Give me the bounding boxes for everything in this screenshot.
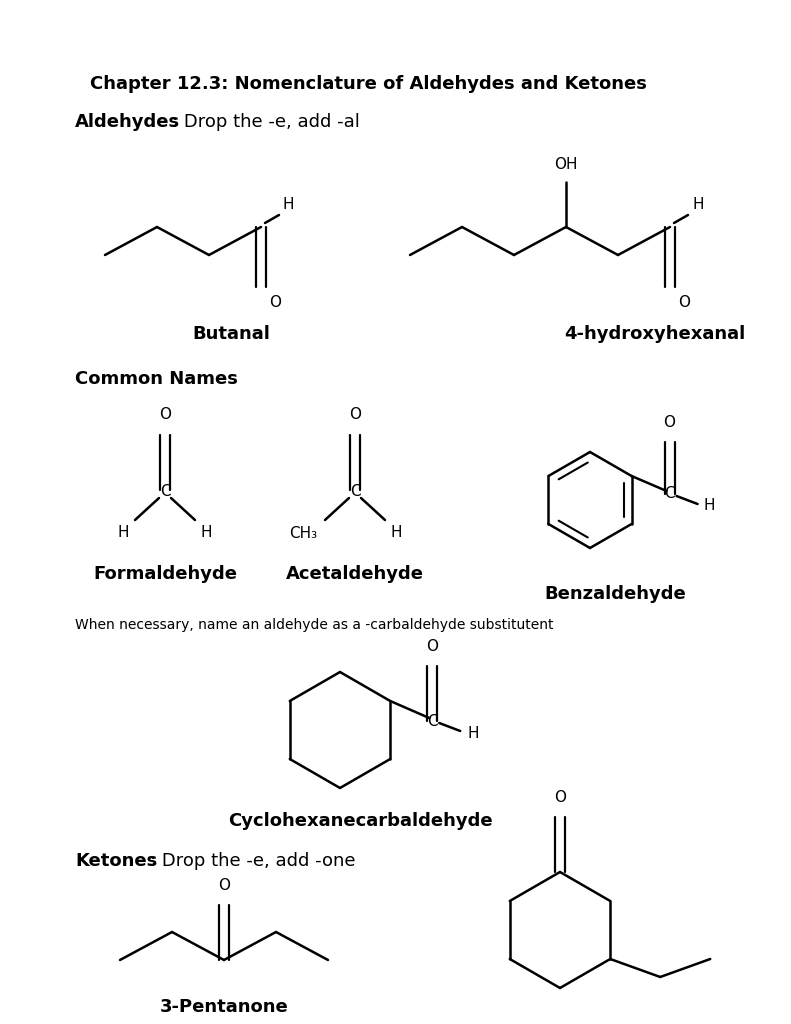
Text: C: C [350,484,361,500]
Text: H: H [467,725,479,740]
Text: Butanal: Butanal [192,325,270,343]
Text: C: C [427,714,437,728]
Text: When necessary, name an aldehyde as a -carbaldehyde substitutent: When necessary, name an aldehyde as a -c… [75,618,554,632]
Text: O: O [269,295,281,310]
Text: H: H [703,499,715,513]
Text: O: O [678,295,690,310]
Text: H: H [118,525,129,540]
Text: Acetaldehyde: Acetaldehyde [286,565,424,583]
Text: O: O [426,639,438,654]
Text: : Drop the -e, add -one: : Drop the -e, add -one [150,852,355,870]
Text: Aldehydes: Aldehydes [75,113,180,131]
Text: CH₃: CH₃ [289,526,317,541]
Text: Common Names: Common Names [75,370,238,388]
Text: O: O [349,407,361,422]
Text: OH: OH [554,157,577,172]
Text: H: H [283,197,294,212]
Text: H: H [201,525,213,540]
Text: Ketones: Ketones [75,852,157,870]
Text: O: O [664,415,676,430]
Text: Formaldehyde: Formaldehyde [93,565,237,583]
Text: O: O [554,790,566,805]
Text: : Drop the -e, add -al: : Drop the -e, add -al [172,113,360,131]
Text: C: C [664,486,675,502]
Text: O: O [159,407,171,422]
Text: C: C [160,484,170,500]
Text: Cyclohexanecarbaldehyde: Cyclohexanecarbaldehyde [228,812,492,830]
Text: Benzaldehyde: Benzaldehyde [544,585,686,603]
Text: 4-hydroxyhexanal: 4-hydroxyhexanal [564,325,746,343]
Text: Chapter 12.3: Nomenclature of Aldehydes and Ketones: Chapter 12.3: Nomenclature of Aldehydes … [90,75,647,93]
Text: H: H [391,525,403,540]
Text: O: O [218,878,230,893]
Text: 3-Pentanone: 3-Pentanone [160,998,289,1016]
Text: H: H [692,197,703,212]
